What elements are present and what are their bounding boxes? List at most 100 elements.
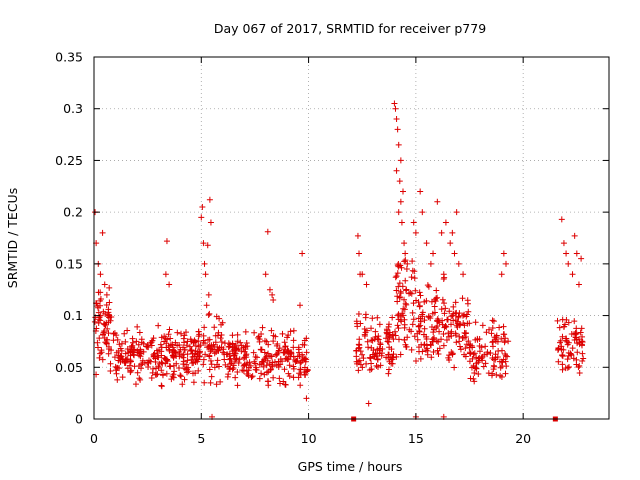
data-point bbox=[492, 336, 499, 343]
data-point bbox=[178, 330, 185, 337]
data-point bbox=[152, 355, 159, 362]
data-point bbox=[462, 353, 469, 360]
data-point bbox=[569, 271, 576, 278]
data-point bbox=[275, 364, 282, 371]
data-point bbox=[162, 271, 169, 278]
data-point bbox=[180, 335, 187, 342]
axes: 0 5 10 15 20 0 0.05 0.1 0.15 0.2 0.25 0.3 0.35 bbox=[55, 50, 609, 446]
data-point bbox=[498, 335, 505, 342]
data-point bbox=[265, 341, 272, 348]
data-point bbox=[430, 329, 437, 336]
data-point bbox=[579, 350, 586, 357]
data-point bbox=[208, 373, 215, 380]
data-point bbox=[256, 375, 263, 382]
data-point bbox=[391, 100, 398, 107]
data-point bbox=[252, 366, 259, 373]
data-point bbox=[281, 346, 288, 353]
data-point bbox=[417, 318, 424, 325]
data-point bbox=[438, 229, 445, 236]
data-point bbox=[440, 330, 447, 337]
data-point bbox=[176, 365, 183, 372]
data-point bbox=[429, 338, 436, 345]
data-point bbox=[385, 323, 392, 330]
data-point bbox=[176, 341, 183, 348]
data-point bbox=[290, 363, 297, 370]
data-point bbox=[434, 323, 441, 330]
data-point bbox=[248, 374, 255, 381]
data-point bbox=[446, 308, 453, 315]
data-point bbox=[397, 157, 404, 164]
data-point bbox=[571, 232, 578, 239]
data-point bbox=[559, 352, 566, 359]
data-point bbox=[490, 318, 497, 325]
data-point bbox=[136, 375, 143, 382]
data-point bbox=[218, 331, 225, 338]
data-point bbox=[438, 336, 445, 343]
data-point bbox=[411, 268, 418, 275]
data-point bbox=[433, 337, 440, 344]
data-point bbox=[166, 281, 173, 288]
data-point bbox=[290, 337, 297, 344]
data-point bbox=[131, 363, 138, 370]
data-point bbox=[187, 336, 194, 343]
data-point bbox=[274, 341, 281, 348]
data-point bbox=[241, 348, 248, 355]
data-point bbox=[144, 359, 151, 366]
data-point bbox=[565, 260, 572, 267]
data-point bbox=[393, 167, 400, 174]
data-point bbox=[303, 349, 310, 356]
data-point bbox=[402, 287, 409, 294]
data-point bbox=[97, 350, 104, 357]
data-point bbox=[302, 355, 309, 362]
data-point bbox=[403, 343, 410, 350]
data-point bbox=[240, 367, 247, 374]
data-point bbox=[290, 374, 297, 381]
data-point bbox=[435, 350, 442, 357]
data-point bbox=[417, 188, 424, 195]
data-point bbox=[391, 328, 398, 335]
data-point bbox=[218, 321, 225, 328]
data-point bbox=[105, 330, 112, 337]
data-point bbox=[292, 358, 299, 365]
data-point bbox=[128, 343, 135, 350]
data-point bbox=[301, 369, 308, 376]
data-point bbox=[207, 345, 214, 352]
data-point bbox=[372, 328, 379, 335]
data-point bbox=[171, 368, 178, 375]
data-point bbox=[200, 356, 207, 363]
data-point bbox=[396, 280, 403, 287]
data-point bbox=[202, 340, 209, 347]
data-point bbox=[489, 343, 496, 350]
data-point bbox=[230, 364, 237, 371]
data-point bbox=[232, 342, 239, 349]
data-point bbox=[220, 346, 227, 353]
data-point bbox=[401, 258, 408, 265]
data-point bbox=[410, 316, 417, 323]
data-point bbox=[397, 351, 404, 358]
data-point bbox=[202, 271, 209, 278]
data-point bbox=[353, 360, 360, 367]
data-point bbox=[564, 356, 571, 363]
data-point bbox=[118, 340, 125, 347]
data-point bbox=[434, 347, 441, 354]
data-point bbox=[394, 312, 401, 319]
data-point bbox=[416, 327, 423, 334]
data-point bbox=[393, 116, 400, 123]
data-point bbox=[503, 363, 510, 370]
data-point bbox=[163, 370, 170, 377]
data-point bbox=[218, 338, 225, 345]
data-point bbox=[129, 339, 136, 346]
data-point bbox=[189, 360, 196, 367]
data-point bbox=[558, 216, 565, 223]
data-point bbox=[369, 315, 376, 322]
data-point bbox=[195, 338, 202, 345]
data-point bbox=[472, 319, 479, 326]
data-point bbox=[573, 325, 580, 332]
data-point bbox=[372, 333, 379, 340]
data-point bbox=[431, 334, 438, 341]
data-point bbox=[124, 345, 131, 352]
data-point bbox=[186, 343, 193, 350]
data-point bbox=[503, 260, 509, 267]
data-point bbox=[393, 273, 400, 280]
data-point bbox=[460, 334, 467, 341]
